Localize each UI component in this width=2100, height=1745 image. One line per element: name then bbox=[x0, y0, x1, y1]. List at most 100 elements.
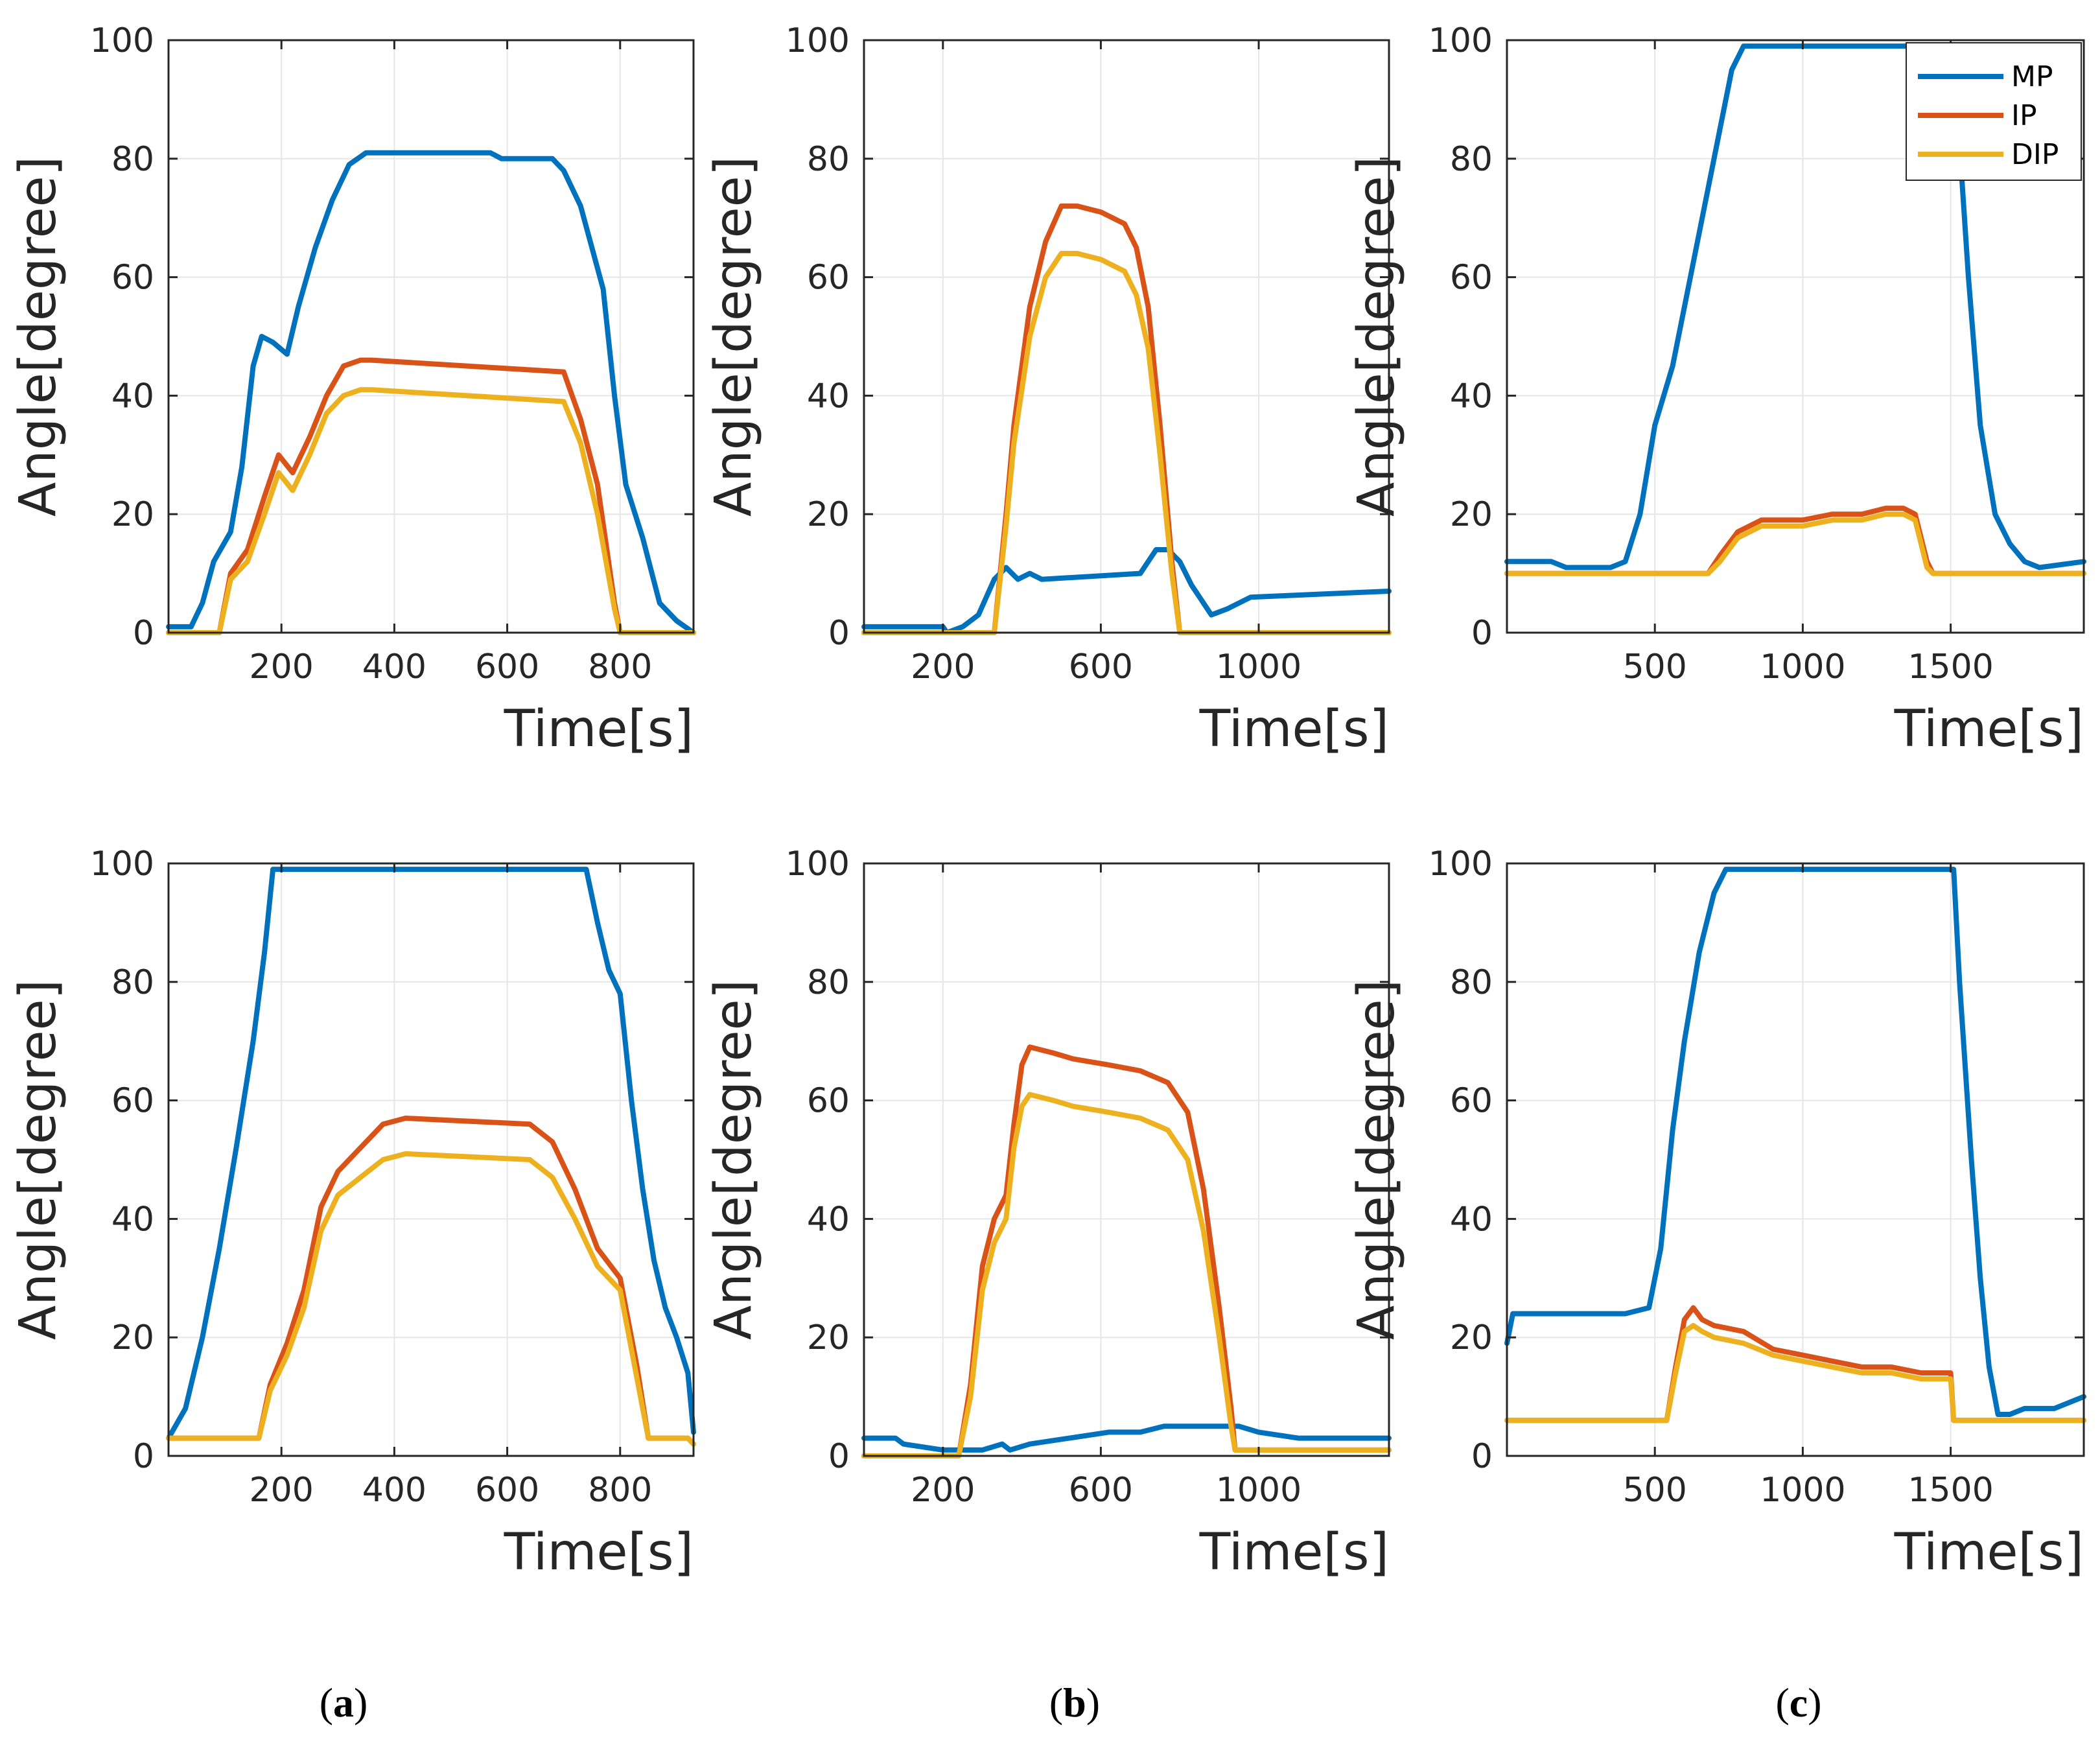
x-axis-label: Time[s] bbox=[504, 700, 694, 758]
x-axis-label: Time[s] bbox=[1894, 1523, 2084, 1582]
y-tick-label: 20 bbox=[111, 495, 154, 534]
caption-b: (b) bbox=[1049, 1680, 1100, 1726]
series-line-mp bbox=[1504, 43, 2086, 570]
series-line-mp bbox=[166, 150, 696, 635]
chart-c-bottom: 0 20 40 60 80 100 500 1000 1500 Time[s] Angle[degr… bbox=[1348, 845, 2086, 1582]
series-line-ip bbox=[861, 1044, 1392, 1458]
chart-b-top: 0 20 40 60 80 100 200 600 1000 Time[s] Angle[degre… bbox=[705, 21, 1392, 758]
x-tick-label: 400 bbox=[362, 648, 426, 686]
x-tick-label: 1000 bbox=[1760, 648, 1845, 686]
caption-a: (a) bbox=[320, 1680, 368, 1726]
y-tick-label: 40 bbox=[807, 377, 850, 416]
y-tick-label: 60 bbox=[1450, 1082, 1493, 1121]
y-tick-label: 0 bbox=[828, 614, 850, 653]
y-tick-label: 80 bbox=[807, 140, 850, 179]
y-tick-label: 0 bbox=[828, 1437, 850, 1476]
plot-frame bbox=[863, 862, 1390, 1457]
y-tick-label: 20 bbox=[1450, 1318, 1493, 1357]
series-line-dip bbox=[861, 1092, 1392, 1458]
series-line-ip bbox=[166, 357, 696, 635]
y-tick-label: 80 bbox=[1450, 963, 1493, 1002]
plot-frame bbox=[863, 39, 1390, 634]
y-axis-label: Angle[degree] bbox=[9, 156, 67, 517]
chart-b-bottom: 0 20 40 60 80 100 200 600 1000 Time[s] Angle[degre… bbox=[705, 845, 1392, 1582]
x-tick-label: 1000 bbox=[1216, 648, 1301, 686]
y-tick-label: 60 bbox=[111, 1082, 154, 1121]
y-tick-label: 80 bbox=[111, 140, 154, 179]
y-tick-label: 100 bbox=[786, 21, 850, 60]
series-line-mp bbox=[166, 867, 696, 1441]
x-tick-label: 400 bbox=[362, 1471, 426, 1510]
x-tick-label: 600 bbox=[475, 1471, 539, 1510]
y-tick-label: 100 bbox=[1429, 845, 1493, 884]
chart-c-top: 0 20 40 60 80 100 500 1000 1500 Time[s] Angle[degr… bbox=[1348, 21, 2086, 758]
y-axis-label: Angle[degree] bbox=[705, 156, 763, 517]
series-line-dip bbox=[166, 387, 696, 635]
series-line-dip bbox=[1504, 1322, 2086, 1423]
x-axis-label: Time[s] bbox=[1894, 700, 2084, 758]
y-tick-label: 100 bbox=[90, 845, 154, 884]
legend-label-ip: IP bbox=[2011, 99, 2037, 132]
x-tick-label: 200 bbox=[911, 648, 975, 686]
plot-frame bbox=[1506, 39, 2085, 634]
x-axis-label: Time[s] bbox=[1199, 1523, 1389, 1582]
plot-frame bbox=[167, 862, 695, 1457]
y-tick-label: 100 bbox=[786, 845, 850, 884]
y-tick-label: 0 bbox=[133, 614, 154, 653]
legend-box bbox=[1906, 42, 2082, 181]
series-line-dip bbox=[1504, 511, 2086, 576]
y-axis-label: Angle[degree] bbox=[9, 979, 67, 1340]
x-tick-label: 1500 bbox=[1908, 1471, 1993, 1510]
plot-frame bbox=[1506, 862, 2085, 1457]
caption-c: (c) bbox=[1775, 1680, 1821, 1726]
x-tick-label: 600 bbox=[475, 648, 539, 686]
legend: MP IP DIP bbox=[1906, 42, 2082, 181]
y-tick-label: 40 bbox=[111, 377, 154, 416]
chart-a-bottom: 0 20 40 60 80 100 200 400 600 800 Time[s] Angle[deg… bbox=[9, 845, 696, 1582]
x-tick-label: 600 bbox=[1069, 1471, 1133, 1510]
series-line-dip bbox=[861, 251, 1392, 635]
x-tick-label: 600 bbox=[1069, 648, 1133, 686]
y-tick-label: 60 bbox=[807, 259, 850, 298]
series-line-mp bbox=[861, 547, 1392, 635]
x-axis-label: Time[s] bbox=[1199, 700, 1389, 758]
y-tick-label: 20 bbox=[1450, 495, 1493, 534]
y-tick-label: 0 bbox=[1471, 614, 1493, 653]
x-tick-label: 500 bbox=[1623, 1471, 1687, 1510]
legend-label-dip: DIP bbox=[2011, 138, 2059, 171]
x-tick-label: 200 bbox=[250, 1471, 314, 1510]
y-tick-label: 80 bbox=[111, 963, 154, 1002]
y-tick-label: 80 bbox=[807, 963, 850, 1002]
x-tick-label: 500 bbox=[1623, 648, 1687, 686]
y-tick-label: 100 bbox=[90, 21, 154, 60]
y-tick-label: 40 bbox=[807, 1200, 850, 1239]
x-tick-label: 800 bbox=[588, 1471, 652, 1510]
y-axis-label: Angle[degree] bbox=[1348, 156, 1406, 517]
y-tick-label: 40 bbox=[1450, 1200, 1493, 1239]
x-tick-label: 1000 bbox=[1216, 1471, 1301, 1510]
x-axis-label: Time[s] bbox=[504, 1523, 694, 1582]
y-tick-label: 60 bbox=[1450, 259, 1493, 298]
plot-frame bbox=[167, 39, 695, 634]
y-tick-label: 20 bbox=[807, 1318, 850, 1357]
y-tick-label: 0 bbox=[133, 1437, 154, 1476]
x-tick-label: 200 bbox=[911, 1471, 975, 1510]
y-tick-label: 40 bbox=[1450, 377, 1493, 416]
y-tick-label: 80 bbox=[1450, 140, 1493, 179]
y-tick-label: 0 bbox=[1471, 1437, 1493, 1476]
y-tick-label: 60 bbox=[807, 1082, 850, 1121]
y-axis-label: Angle[degree] bbox=[705, 979, 763, 1340]
legend-label-mp: MP bbox=[2011, 60, 2053, 93]
y-tick-label: 100 bbox=[1429, 21, 1493, 60]
y-tick-label: 40 bbox=[111, 1200, 154, 1239]
x-tick-label: 1500 bbox=[1908, 648, 1993, 686]
y-tick-label: 20 bbox=[111, 1318, 154, 1357]
chart-a-top: 0 20 40 60 80 100 200 400 600 800 Time[s] Angle[deg… bbox=[9, 21, 696, 758]
series-line-mp bbox=[1504, 867, 2086, 1417]
y-tick-label: 60 bbox=[111, 259, 154, 298]
y-tick-label: 20 bbox=[807, 495, 850, 534]
x-tick-label: 1000 bbox=[1760, 1471, 1845, 1510]
series-line-dip bbox=[166, 1151, 696, 1447]
x-tick-label: 800 bbox=[588, 648, 652, 686]
